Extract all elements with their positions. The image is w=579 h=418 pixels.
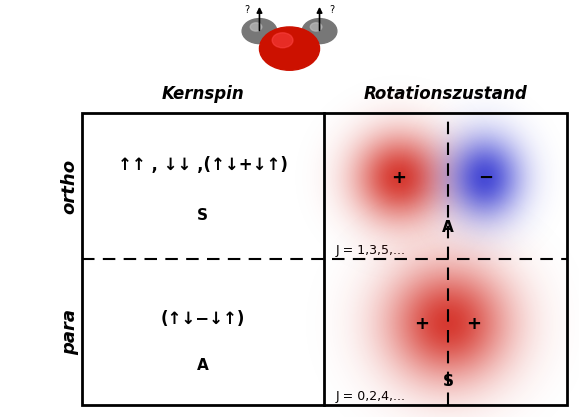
Text: +: + bbox=[391, 169, 406, 187]
Text: Kernspin: Kernspin bbox=[162, 85, 244, 103]
Circle shape bbox=[250, 23, 262, 31]
Text: +: + bbox=[415, 315, 430, 333]
Text: J = 0,2,4,...: J = 0,2,4,... bbox=[336, 390, 406, 403]
Circle shape bbox=[302, 19, 337, 43]
Text: ?: ? bbox=[329, 5, 335, 15]
Text: ↑↑ , ↓↓ ,(↑↓+↓↑): ↑↑ , ↓↓ ,(↑↓+↓↑) bbox=[118, 156, 288, 174]
Circle shape bbox=[259, 27, 320, 70]
Text: para: para bbox=[61, 309, 79, 355]
Text: Rotationszustand: Rotationszustand bbox=[364, 85, 527, 103]
Text: A: A bbox=[442, 220, 454, 235]
Text: −: − bbox=[478, 169, 493, 187]
Text: ?: ? bbox=[244, 5, 250, 15]
Text: S: S bbox=[442, 375, 453, 390]
Circle shape bbox=[310, 23, 322, 31]
Circle shape bbox=[242, 19, 277, 43]
Text: S: S bbox=[197, 208, 208, 223]
Circle shape bbox=[272, 33, 293, 48]
Bar bbox=[82, 113, 567, 405]
Text: ortho: ortho bbox=[61, 158, 79, 214]
Text: A: A bbox=[197, 358, 209, 373]
Text: (↑↓−↓↑): (↑↓−↓↑) bbox=[160, 311, 245, 329]
Text: +: + bbox=[466, 315, 481, 333]
Text: J = 1,3,5,...: J = 1,3,5,... bbox=[336, 244, 406, 257]
